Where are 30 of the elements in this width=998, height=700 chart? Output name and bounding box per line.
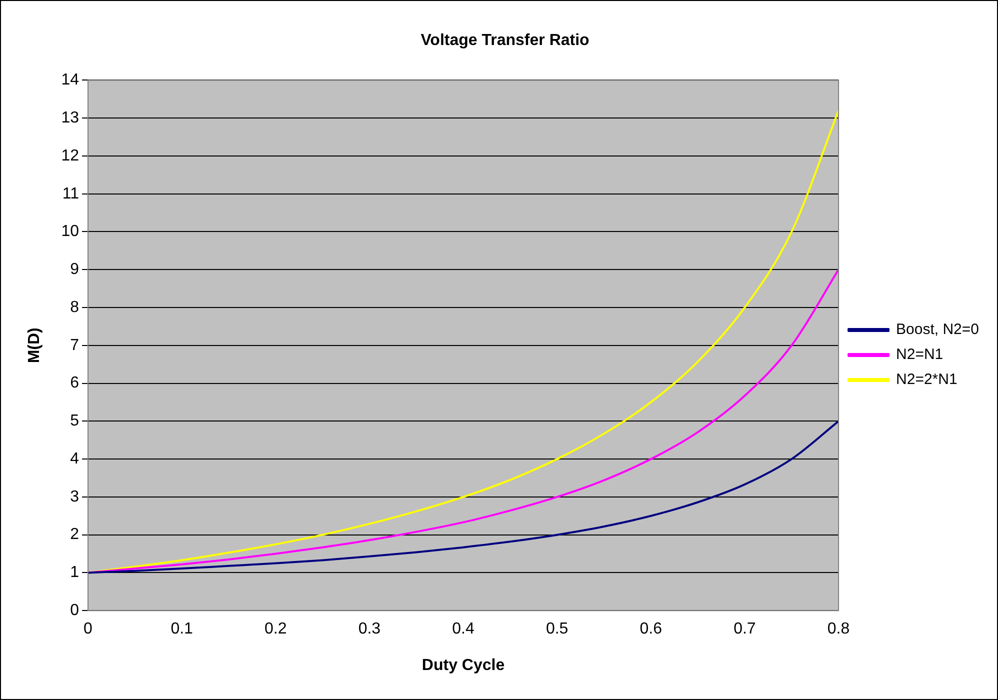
y-tick-label: 0 [70,602,80,620]
y-tick-label: 7 [70,336,80,354]
x-tick-label: 0.2 [264,620,287,638]
y-tick-label: 13 [61,109,80,126]
y-tick-label: 3 [70,488,80,506]
x-tick-label: 0.8 [827,620,850,638]
y-tick-label: 4 [70,450,80,468]
y-axis-title: M(D) [26,328,44,364]
y-tick-label: 12 [61,147,80,164]
chart-title: Voltage Transfer Ratio [420,32,590,50]
y-tick-label: 2 [70,526,80,544]
y-tick-label: 9 [70,261,80,278]
y-tick-label: 11 [62,185,80,202]
x-tick-label: 0 [84,620,93,638]
x-tick-label: 0.1 [170,620,194,638]
x-tick-label: 0.7 [734,620,756,638]
y-tick-label: 14 [61,72,80,89]
x-tick-label: 0.4 [452,620,474,638]
legend-label: Boost, N2=0 [896,321,979,338]
x-axis-title: Duty Cycle [422,656,505,674]
legend-label: N2=2*N1 [896,371,958,388]
x-tick-label: 0.6 [640,620,662,638]
legend-label: N2=N1 [896,346,944,364]
y-tick-label: 1 [70,564,80,582]
y-tick-label: 5 [70,412,80,430]
x-tick-label: 0.3 [358,620,381,638]
y-tick-label: 8 [70,298,80,316]
y-tick-label: 6 [70,374,80,392]
x-tick-label: 0.5 [546,620,568,638]
y-tick-label: 10 [61,223,80,240]
